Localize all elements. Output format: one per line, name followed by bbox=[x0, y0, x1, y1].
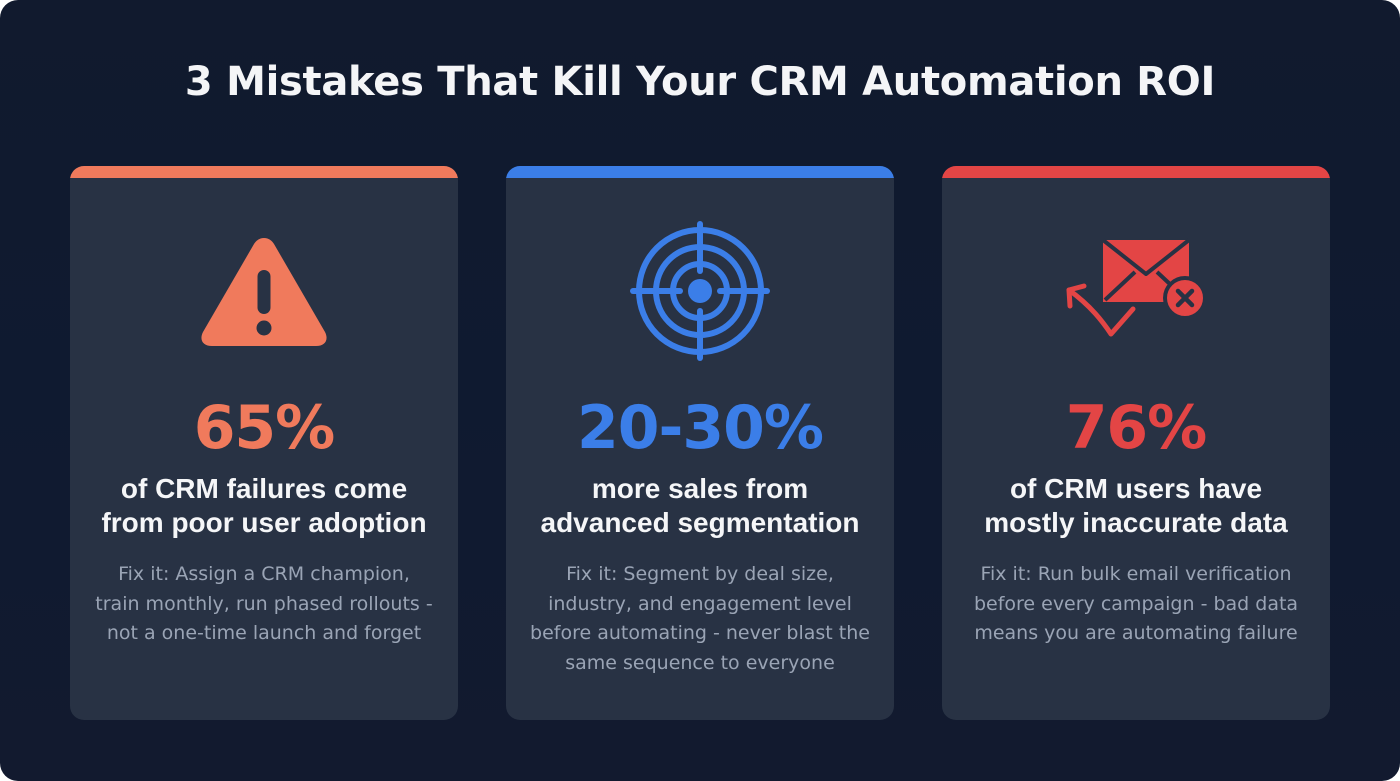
page-title: 3 Mistakes That Kill Your CRM Automation… bbox=[184, 59, 1216, 105]
stat-description: of CRM failures come from poor user adop… bbox=[101, 473, 427, 538]
target-crosshair-icon bbox=[506, 221, 894, 361]
card-accent-bar bbox=[70, 166, 458, 178]
fix-it-text: Fix it: Assign a CRM champion, train mon… bbox=[95, 563, 433, 644]
card-accent-bar bbox=[506, 166, 894, 178]
email-bounce-error-icon bbox=[942, 226, 1330, 356]
stat-value: 76% bbox=[1065, 393, 1208, 463]
stat-description: more sales from advanced segmentation bbox=[540, 473, 860, 538]
card-accent-bar bbox=[942, 166, 1330, 178]
mistake-card-user-adoption: 65% of CRM failures come from poor user … bbox=[70, 166, 458, 720]
fix-it-text: Fix it: Run bulk email verification befo… bbox=[973, 563, 1299, 644]
fix-it-text: Fix it: Segment by deal size, industry, … bbox=[530, 563, 870, 674]
warning-triangle-icon bbox=[70, 226, 458, 356]
mistake-card-data-quality: 76% of CRM users have mostly inaccurate … bbox=[942, 166, 1330, 720]
stat-description: of CRM users have mostly inaccurate data bbox=[984, 473, 1288, 538]
stat-value: 65% bbox=[193, 393, 336, 463]
stat-value: 20-30% bbox=[576, 393, 824, 463]
mistake-card-segmentation: 20-30% more sales from advanced segmenta… bbox=[506, 166, 894, 720]
